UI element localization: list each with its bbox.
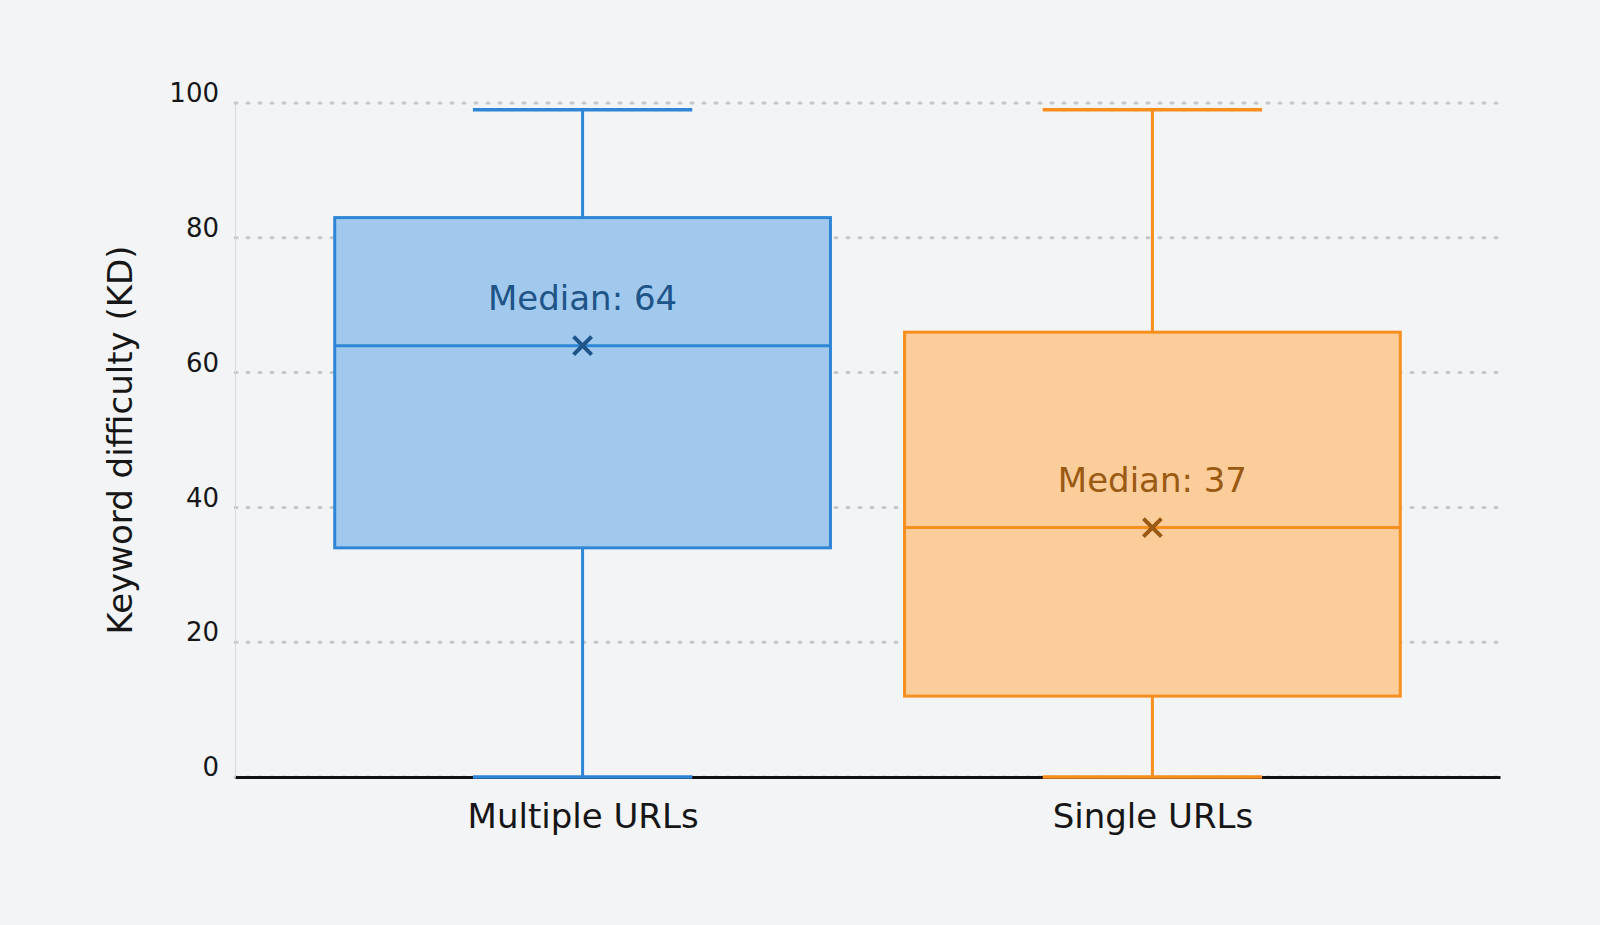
y-tick: 60: [186, 348, 235, 378]
background: [0, 0, 1600, 925]
y-tick: 20: [186, 617, 235, 647]
x-tick-label: Single URLs: [1053, 796, 1254, 836]
upper-whisker: [1151, 110, 1154, 332]
y-axis: 0 20 40 60 80 100: [169, 78, 235, 782]
y-tick: 0: [202, 752, 235, 782]
grid-line: [235, 102, 1500, 105]
grid: [235, 103, 1500, 777]
grid-line: [235, 776, 1500, 779]
y-tick: 40: [186, 483, 235, 513]
boxes: [335, 110, 1401, 777]
upper-whisker: [581, 110, 584, 218]
lower-whisker: [581, 548, 584, 777]
y-tick-label: 60: [186, 348, 219, 378]
y-tick-label: 20: [186, 617, 219, 647]
x-axis-line: [236, 776, 1501, 779]
y-tick-label: 40: [186, 483, 219, 513]
y-tick-label: 100: [169, 78, 219, 108]
y-tick-label: 80: [186, 213, 219, 243]
x-tick: Single URLs: [1053, 777, 1254, 836]
median-labels: Median: 64 Median: 37: [488, 278, 1247, 500]
median-label: Median: 37: [1058, 460, 1247, 500]
median-label: Median: 64: [488, 278, 677, 318]
lower-cap: [473, 775, 692, 779]
y-axis-title: Keyword difficulty (KD): [100, 246, 140, 635]
y-tick: 100: [169, 78, 235, 108]
lower-whisker: [1151, 696, 1154, 777]
upper-cap: [473, 108, 692, 112]
box-group: [335, 110, 831, 777]
x-axis: Multiple URLs Single URLs: [236, 777, 1501, 836]
box: [905, 332, 1401, 696]
lower-cap: [1043, 775, 1262, 779]
y-tick-label: 0: [202, 752, 219, 782]
chart: Multiple URLsSingle URLsMedian: 64Median…: [0, 0, 1600, 925]
x-tick-label: Multiple URLs: [468, 796, 699, 836]
median-marker: [574, 337, 592, 355]
upper-cap: [1043, 108, 1262, 112]
box-group: [905, 110, 1401, 777]
box: [335, 218, 831, 548]
x-tick: Multiple URLs: [468, 777, 699, 836]
median-marker: [1143, 519, 1161, 537]
y-tick: 80: [186, 213, 235, 243]
y-axis-line: [235, 104, 236, 778]
